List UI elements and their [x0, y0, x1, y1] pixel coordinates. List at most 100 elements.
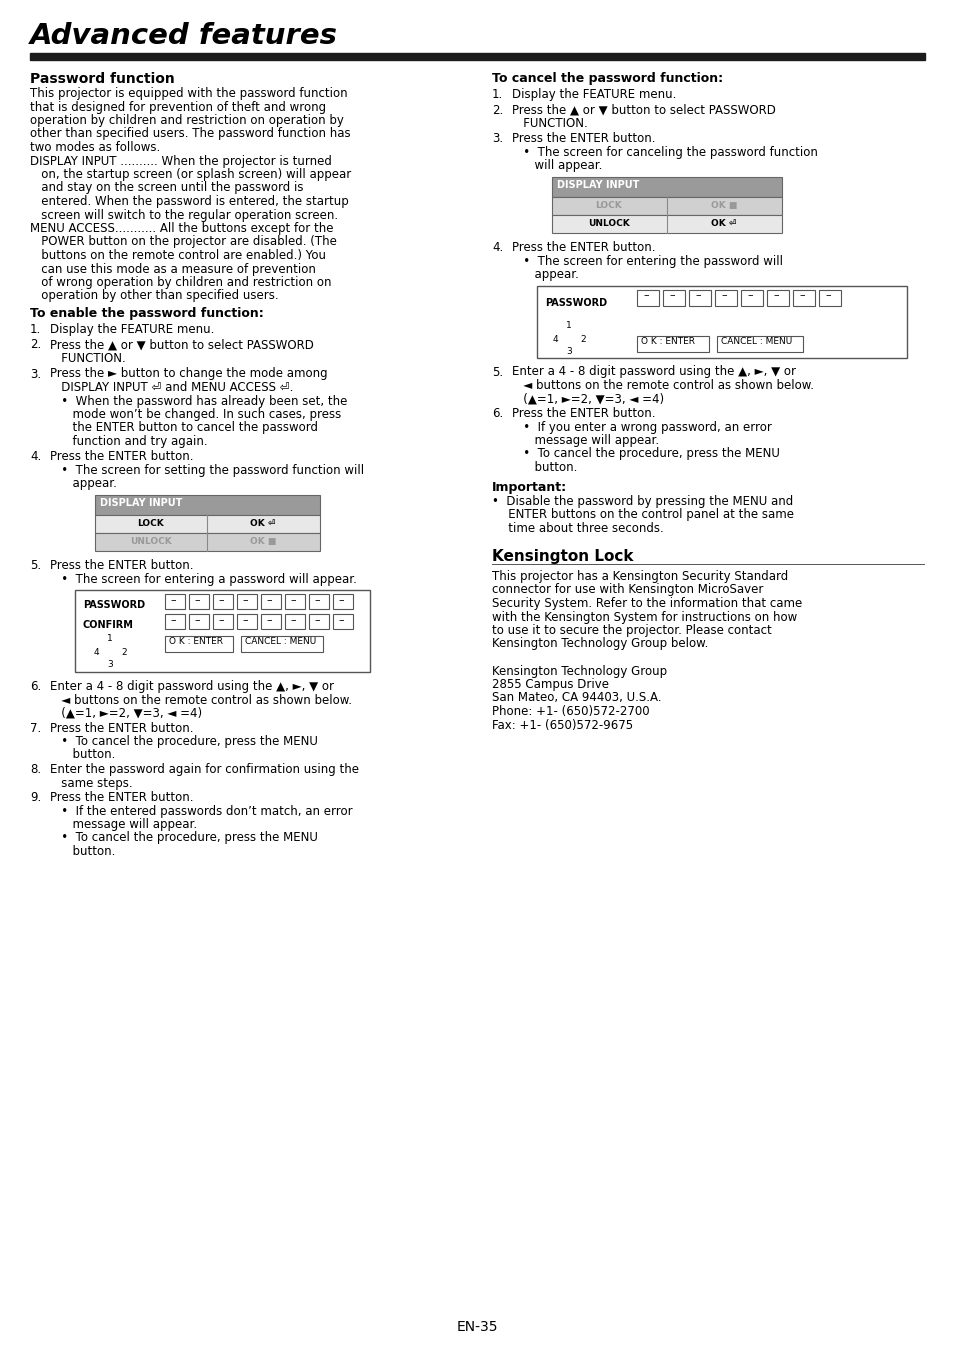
Text: –: –	[799, 290, 803, 301]
Text: CANCEL : MENU: CANCEL : MENU	[245, 637, 315, 647]
Text: DISPLAY INPUT: DISPLAY INPUT	[100, 498, 182, 508]
Text: to use it to secure the projector. Please contact: to use it to secure the projector. Pleas…	[492, 624, 771, 637]
Text: Advanced features: Advanced features	[30, 22, 337, 50]
Text: –: –	[337, 616, 343, 625]
Text: –: –	[668, 290, 674, 301]
Bar	[552, 177, 781, 197]
Bar	[662, 289, 684, 305]
Bar	[241, 636, 323, 652]
Text: •  To cancel the procedure, press the MENU: • To cancel the procedure, press the MEN…	[50, 734, 317, 748]
Text: •  To cancel the procedure, press the MENU: • To cancel the procedure, press the MEN…	[50, 832, 317, 845]
Text: time about three seconds.: time about three seconds.	[497, 521, 663, 535]
Text: buttons on the remote control are enabled.) You: buttons on the remote control are enable…	[30, 248, 326, 262]
Bar	[552, 215, 781, 234]
Text: DISPLAY INPUT: DISPLAY INPUT	[557, 180, 639, 190]
Text: that is designed for prevention of theft and wrong: that is designed for prevention of theft…	[30, 100, 326, 113]
Text: O K : ENTER: O K : ENTER	[169, 637, 223, 647]
Bar	[189, 594, 209, 609]
Bar	[333, 614, 353, 629]
Text: Press the ENTER button.: Press the ENTER button.	[50, 559, 193, 572]
Text: 4: 4	[552, 336, 558, 344]
Bar	[818, 289, 841, 305]
Text: –: –	[218, 616, 223, 625]
Text: –: –	[218, 595, 223, 605]
Text: –: –	[772, 290, 778, 301]
Text: –: –	[290, 595, 295, 605]
Text: with the Kensington System for instructions on how: with the Kensington System for instructi…	[492, 610, 797, 624]
Text: MENU ACCESS........... All the buttons except for the: MENU ACCESS........... All the buttons e…	[30, 221, 334, 235]
Text: 3.: 3.	[30, 367, 41, 381]
Bar	[261, 614, 281, 629]
Text: 6.: 6.	[492, 406, 503, 420]
Text: FUNCTION.: FUNCTION.	[50, 352, 126, 365]
Text: This projector is equipped with the password function: This projector is equipped with the pass…	[30, 86, 347, 100]
Bar	[792, 289, 814, 305]
Text: 5.: 5.	[30, 559, 41, 572]
Text: To enable the password function:: To enable the password function:	[30, 306, 263, 320]
Text: can use this mode as a measure of prevention: can use this mode as a measure of preven…	[30, 262, 315, 275]
Text: –: –	[314, 595, 319, 605]
Bar	[309, 594, 329, 609]
Text: 4: 4	[93, 648, 99, 657]
Text: DISPLAY INPUT ⏎ and MENU ACCESS ⏎.: DISPLAY INPUT ⏎ and MENU ACCESS ⏎.	[50, 381, 294, 394]
Text: 4.: 4.	[30, 451, 41, 463]
Text: OK ■: OK ■	[710, 201, 737, 211]
Text: Phone: +1- (650)572-2700: Phone: +1- (650)572-2700	[492, 705, 649, 718]
Text: –: –	[170, 595, 175, 605]
Text: To cancel the password function:: To cancel the password function:	[492, 72, 722, 85]
Text: ENTER buttons on the control panel at the same: ENTER buttons on the control panel at th…	[497, 508, 793, 521]
Text: OK ■: OK ■	[250, 537, 276, 545]
Bar	[30, 53, 924, 59]
Bar	[637, 336, 708, 351]
Text: (▲=1, ►=2, ▼=3, ◄ =4): (▲=1, ►=2, ▼=3, ◄ =4)	[50, 707, 202, 720]
Bar	[236, 614, 256, 629]
Text: 2.: 2.	[30, 339, 41, 351]
Text: CONFIRM: CONFIRM	[83, 620, 133, 630]
Text: Press the ▲ or ▼ button to select PASSWORD: Press the ▲ or ▼ button to select PASSWO…	[50, 339, 314, 351]
Text: of wrong operation by children and restriction on: of wrong operation by children and restr…	[30, 275, 331, 289]
Text: message will appear.: message will appear.	[512, 433, 659, 447]
Text: •  The screen for canceling the password function: • The screen for canceling the password …	[512, 146, 817, 159]
Text: Press the ENTER button.: Press the ENTER button.	[50, 791, 193, 805]
Text: 1.: 1.	[492, 88, 503, 101]
Bar	[552, 197, 781, 215]
Text: 2855 Campus Drive: 2855 Campus Drive	[492, 678, 608, 691]
Text: DISPLAY INPUT .......... When the projector is turned: DISPLAY INPUT .......... When the projec…	[30, 154, 332, 167]
Text: OK ⏎: OK ⏎	[711, 219, 736, 228]
Text: –: –	[337, 595, 343, 605]
Text: 1: 1	[107, 634, 112, 643]
Text: 4.: 4.	[492, 242, 503, 254]
Text: 3.: 3.	[492, 132, 502, 146]
Text: button.: button.	[50, 845, 115, 859]
Text: entered. When the password is entered, the startup: entered. When the password is entered, t…	[30, 194, 349, 208]
Text: function and try again.: function and try again.	[50, 435, 208, 448]
Text: POWER button on the projector are disabled. (The: POWER button on the projector are disabl…	[30, 235, 336, 248]
Bar	[75, 590, 370, 672]
Text: message will appear.: message will appear.	[50, 818, 197, 832]
Bar	[213, 614, 233, 629]
Text: EN-35: EN-35	[456, 1320, 497, 1334]
Text: Kensington Technology Group: Kensington Technology Group	[492, 664, 666, 678]
Text: –: –	[242, 595, 248, 605]
Text: Password function: Password function	[30, 72, 174, 86]
Text: Press the ENTER button.: Press the ENTER button.	[50, 721, 193, 734]
Text: •  The screen for setting the password function will: • The screen for setting the password fu…	[50, 464, 364, 477]
Text: 1.: 1.	[30, 323, 41, 336]
Text: Press the ENTER button.: Press the ENTER button.	[512, 406, 655, 420]
Text: 6.: 6.	[30, 680, 41, 693]
Text: 2: 2	[579, 336, 585, 344]
Text: (▲=1, ►=2, ▼=3, ◄ =4): (▲=1, ►=2, ▼=3, ◄ =4)	[512, 393, 663, 405]
Bar	[688, 289, 710, 305]
Text: •  To cancel the procedure, press the MENU: • To cancel the procedure, press the MEN…	[512, 447, 779, 460]
Text: will appear.: will appear.	[512, 159, 601, 173]
Text: •  If you enter a wrong password, an error: • If you enter a wrong password, an erro…	[512, 420, 771, 433]
Text: operation by other than specified users.: operation by other than specified users.	[30, 289, 278, 302]
Text: Kensington Technology Group below.: Kensington Technology Group below.	[492, 637, 708, 651]
Text: 7.: 7.	[30, 721, 41, 734]
Text: –: –	[193, 595, 199, 605]
Bar	[285, 594, 305, 609]
Text: connector for use with Kensington MicroSaver: connector for use with Kensington MicroS…	[492, 583, 762, 597]
Text: 2.: 2.	[492, 104, 503, 116]
Bar	[333, 594, 353, 609]
Text: UNLOCK: UNLOCK	[130, 537, 172, 545]
